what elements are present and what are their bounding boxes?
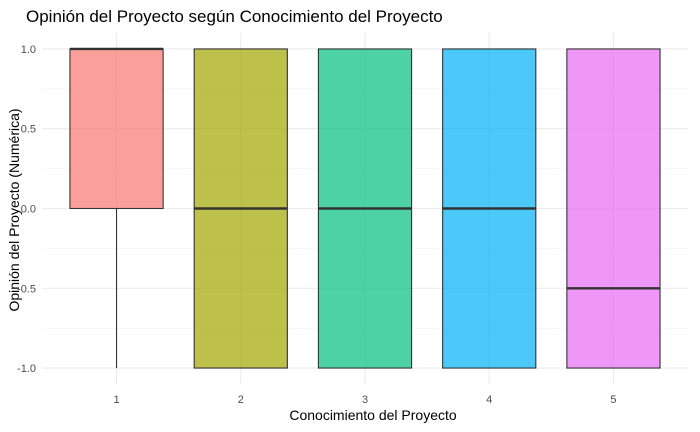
chart-title: Opinión del Proyecto según Conocimiento … xyxy=(26,7,443,26)
x-axis-title: Conocimiento del Proyecto xyxy=(289,407,457,423)
x-tick-label: 2 xyxy=(238,394,244,406)
y-tick-label: -1.0 xyxy=(17,363,36,375)
box-category-2 xyxy=(193,48,288,369)
x-tick-label: 4 xyxy=(486,394,492,406)
box-category-1 xyxy=(69,47,164,369)
x-tick-label: 3 xyxy=(362,394,368,406)
boxes xyxy=(69,47,661,369)
box-rect xyxy=(69,48,164,210)
box-rect xyxy=(566,48,661,369)
y-axis-ticks: -1.0 -0.5 0.0 0.5 1.0 xyxy=(17,44,36,375)
x-axis-ticks: 1 2 3 4 5 xyxy=(113,394,616,406)
y-axis-title: Opinión del Proyecto (Numérica) xyxy=(6,108,22,311)
box-category-3 xyxy=(317,48,413,369)
y-tick-label: 0.0 xyxy=(21,204,36,216)
y-tick-label: 0.5 xyxy=(21,124,36,136)
box-category-5 xyxy=(566,48,661,369)
x-tick-label: 5 xyxy=(610,394,616,406)
box-category-4 xyxy=(442,48,537,369)
x-tick-label: 1 xyxy=(113,394,119,406)
y-tick-label: -0.5 xyxy=(17,283,36,295)
y-tick-label: 1.0 xyxy=(21,44,36,56)
